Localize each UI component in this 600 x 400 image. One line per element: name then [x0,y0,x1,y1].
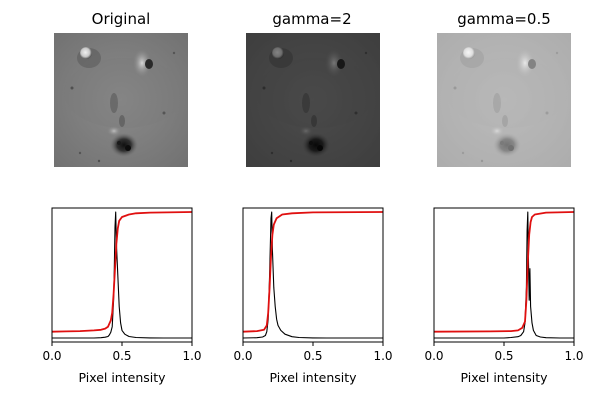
x-tick-label: 0.5 [494,349,513,363]
panel-title: Original [92,10,151,28]
brighten-overlay [437,33,571,167]
x-tick-label: 0.0 [233,349,252,363]
cdf-line [51,211,193,333]
histogram-line [242,211,383,339]
panel-title: gamma=2 [272,10,351,28]
image-panel-gamma-2: gamma=2 [246,10,380,167]
axes-frame [51,207,193,343]
x-axis-label: Pixel intensity [269,370,357,385]
cdf-line [433,211,575,333]
x-tick-label: 1.0 [182,349,201,363]
cdf-line [242,211,384,333]
x-tick-label: 0.0 [42,349,61,363]
histogram-line [52,211,192,339]
image-panel-gamma-0.5: gamma=0.5 [437,10,571,167]
image-panel-original: Original [54,10,188,167]
histogram-line [434,211,574,339]
axes-frame [433,207,575,343]
x-tick-label: 1.0 [564,349,583,363]
panel-title: gamma=0.5 [457,10,551,28]
histogram-panel-original: 0.0 0.5 1.0 Pixel intensity [42,207,202,385]
darken-overlay [246,33,380,167]
x-tick-label: 0.5 [303,349,322,363]
x-axis-label: Pixel intensity [460,370,548,385]
x-axis-label: Pixel intensity [78,370,166,385]
x-tick-label: 1.0 [373,349,392,363]
x-tick-label: 0.0 [424,349,443,363]
axes-frame [242,207,384,343]
histogram-panel-gamma-0.5: 0.0 0.5 1.0 Pixel intensity [424,207,584,385]
x-tick-label: 0.5 [112,349,131,363]
histogram-panel-gamma-2: 0.0 0.5 1.0 Pixel intensity [233,207,393,385]
moon-image [54,33,188,167]
